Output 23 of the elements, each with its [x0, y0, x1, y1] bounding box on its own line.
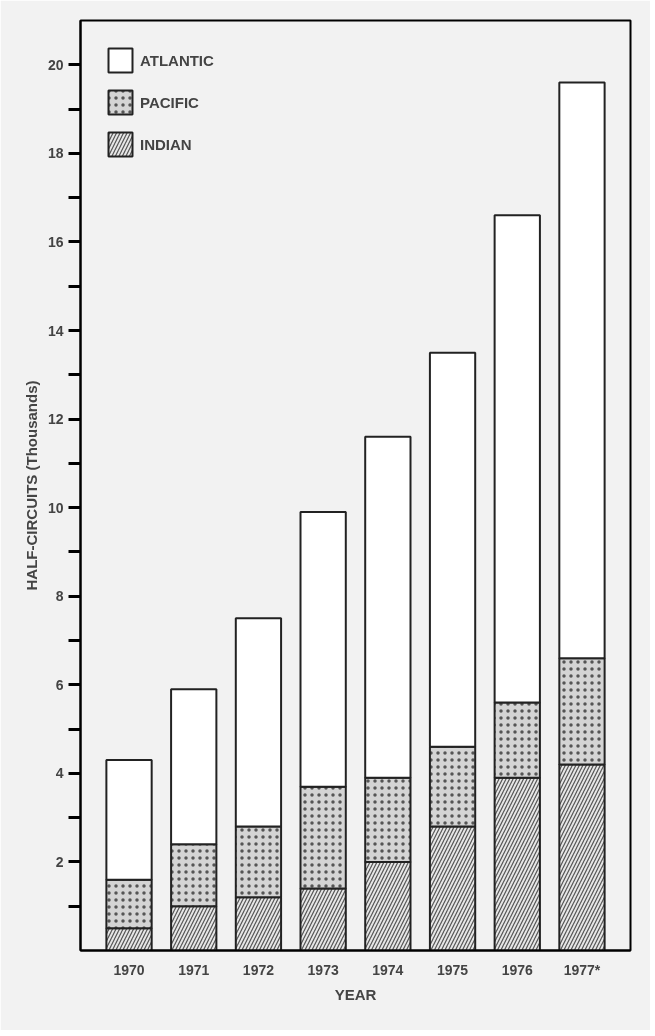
- y-tick-label: 20: [47, 56, 64, 73]
- x-axis-title: YEAR: [334, 985, 377, 1003]
- y-tick-label: 18: [47, 145, 64, 162]
- y-tick-label: 14: [47, 322, 64, 339]
- x-tick-label: 1974: [372, 961, 404, 978]
- y-tick-label: 10: [47, 499, 64, 516]
- y-tick-label: 6: [55, 676, 64, 693]
- legend-label: INDIAN: [140, 135, 192, 153]
- x-tick-label: 1976: [501, 961, 534, 978]
- y-tick-label: 12: [47, 411, 64, 428]
- x-tick-label: 1973: [307, 961, 339, 978]
- x-tick-label: 1975: [436, 961, 469, 978]
- y-tick-label: 16: [47, 233, 64, 250]
- legend-label: PACIFIC: [140, 93, 199, 111]
- legend-label: ATLANTIC: [140, 51, 214, 69]
- y-tick-label: 8: [55, 588, 64, 605]
- x-tick-label: 1970: [113, 961, 145, 978]
- y-axis-title: HALF-CIRCUITS (Thousands): [22, 380, 40, 591]
- x-tick-label: 1971: [178, 961, 210, 978]
- y-tick-label: 2: [55, 853, 64, 870]
- y-tick-label: 4: [55, 765, 64, 782]
- x-tick-label: 1972: [242, 961, 275, 978]
- x-tick-label: 1977*: [563, 961, 601, 978]
